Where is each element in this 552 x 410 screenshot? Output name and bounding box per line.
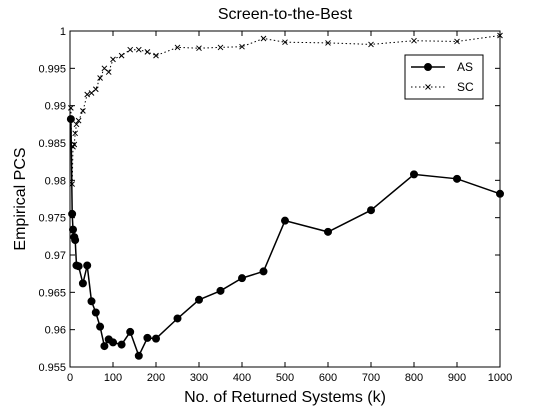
data-point-as [69, 225, 78, 234]
data-point-as [74, 262, 83, 271]
legend-box [404, 54, 484, 100]
data-point-sc [174, 44, 181, 51]
data-point-sc [144, 49, 151, 55]
y-axis-label: Empirical PCS [12, 147, 29, 250]
data-point-sc [260, 35, 267, 42]
data-point-sc [239, 43, 245, 50]
data-point-sc [92, 86, 99, 93]
data-point-sc [110, 56, 116, 63]
x-tick-label: 200 [147, 372, 165, 384]
x-tick-label: 800 [405, 372, 423, 384]
data-point-as [281, 216, 289, 225]
x-tick-label: 900 [448, 372, 466, 384]
data-point-sc [97, 75, 103, 81]
data-point-sc [135, 46, 142, 53]
y-tick-label: 1 [60, 26, 66, 38]
x-tick-label: 1000 [488, 372, 512, 384]
data-point-as [259, 267, 268, 276]
chart-title: Screen-to-the-Best [218, 6, 353, 23]
legend-marker-as [424, 63, 432, 71]
x-tick-label: 0 [67, 372, 73, 384]
data-point-sc [411, 37, 417, 44]
data-point-sc [118, 52, 125, 59]
data-point-sc [68, 105, 74, 111]
y-tick-label: 0.955 [38, 362, 66, 374]
y-tick-label: 0.99 [45, 101, 66, 113]
x-axis-ticks: 0 100 200 300 400 500 600 700 800 900 1000 [67, 31, 512, 384]
data-point-as [134, 351, 143, 360]
data-point-sc [73, 121, 80, 128]
data-point-sc [75, 117, 82, 124]
y-tick-label: 0.985 [38, 138, 66, 150]
data-point-as [71, 236, 80, 245]
legend-label-sc: SC [457, 80, 474, 94]
data-point-sc [127, 46, 134, 53]
y-tick-label: 0.98 [45, 175, 66, 187]
x-tick-label: 100 [104, 372, 122, 384]
data-point-as [195, 295, 203, 304]
x-axis-label: No. of Returned Systems (k) [184, 389, 386, 406]
x-tick-label: 700 [362, 372, 380, 384]
plot-series [66, 32, 504, 360]
x-tick-label: 300 [190, 372, 208, 384]
data-point-sc [196, 45, 202, 52]
x-tick-label: 400 [233, 372, 251, 384]
data-point-as [143, 333, 152, 342]
data-point-as [117, 340, 126, 349]
data-point-as [324, 227, 332, 236]
data-point-as [87, 297, 96, 306]
x-tick-label: 600 [319, 372, 337, 384]
y-tick-label: 0.97 [45, 250, 66, 262]
data-point-as [109, 338, 117, 347]
y-tick-label: 0.995 [38, 63, 66, 75]
data-point-as [216, 286, 225, 295]
data-point-as [96, 322, 105, 331]
data-point-as [83, 261, 92, 270]
data-point-as [126, 327, 135, 336]
y-axis-ticks: 0.955 0.96 0.965 0.97 0.975 0.98 0.985 0.99 0.99… [38, 26, 500, 374]
data-point-as [100, 342, 109, 351]
data-point-sc [84, 91, 91, 98]
legend-label-as: AS [457, 60, 473, 74]
data-point-sc [325, 40, 331, 46]
x-tick-label: 500 [276, 372, 294, 384]
y-tick-label: 0.965 [38, 287, 66, 299]
data-point-as [173, 314, 182, 323]
legend-marker-sc [425, 84, 431, 90]
data-point-as [66, 115, 75, 124]
legend: AS SC [404, 54, 484, 100]
data-point-sc [368, 41, 374, 48]
data-point-sc [217, 44, 224, 51]
data-point-as [453, 174, 461, 183]
data-point-sc [454, 38, 460, 45]
data-point-as [238, 274, 246, 283]
data-point-sc [105, 69, 112, 75]
data-point-as [91, 308, 100, 317]
data-point-as [78, 279, 87, 288]
y-tick-label: 0.96 [45, 325, 66, 337]
data-point-sc [72, 130, 79, 137]
y-tick-label: 0.975 [38, 213, 66, 225]
data-point-sc [153, 52, 159, 59]
data-point-as [367, 206, 375, 215]
data-point-as [410, 170, 418, 179]
data-point-as [152, 334, 160, 343]
data-point-sc [80, 108, 86, 114]
data-point-sc [282, 39, 288, 46]
